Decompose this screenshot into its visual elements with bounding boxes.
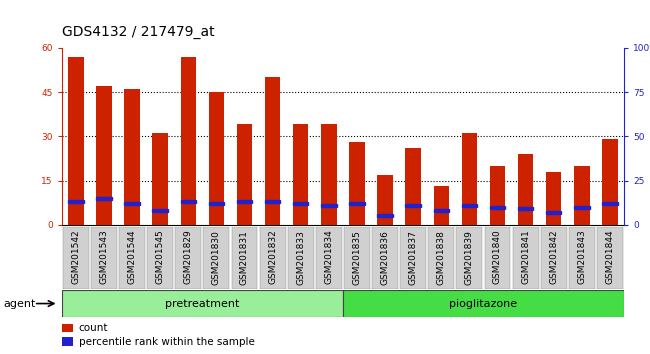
Bar <box>124 89 140 225</box>
Bar <box>293 202 309 205</box>
Text: GSM201835: GSM201835 <box>352 230 361 285</box>
Bar <box>489 166 505 225</box>
Text: GSM201837: GSM201837 <box>409 230 418 285</box>
Bar <box>321 125 337 225</box>
Text: GSM201545: GSM201545 <box>155 230 164 284</box>
Bar <box>96 86 112 225</box>
Bar <box>406 148 421 225</box>
Bar <box>349 202 365 205</box>
Bar <box>428 227 454 289</box>
Text: GSM201830: GSM201830 <box>212 230 221 285</box>
Bar <box>343 290 624 317</box>
Bar <box>62 324 73 332</box>
Bar <box>574 206 590 209</box>
Text: GSM201543: GSM201543 <box>99 230 109 284</box>
Text: GSM201843: GSM201843 <box>577 230 586 284</box>
Text: GSM201840: GSM201840 <box>493 230 502 284</box>
Bar <box>462 133 477 225</box>
Text: GSM201544: GSM201544 <box>127 230 136 284</box>
Bar <box>152 133 168 225</box>
Bar <box>176 227 202 289</box>
Bar <box>237 200 252 203</box>
Bar <box>119 227 145 289</box>
Bar <box>209 202 224 205</box>
Bar <box>569 227 595 289</box>
Bar <box>62 337 73 346</box>
Bar <box>63 227 89 289</box>
Text: GSM201829: GSM201829 <box>184 230 193 284</box>
Bar <box>400 227 426 289</box>
Bar <box>434 209 449 212</box>
Bar <box>434 187 449 225</box>
Bar <box>265 77 280 225</box>
Bar <box>231 227 257 289</box>
Text: GSM201838: GSM201838 <box>437 230 446 285</box>
Bar <box>546 172 562 225</box>
Text: GSM201833: GSM201833 <box>296 230 306 285</box>
Bar <box>377 175 393 225</box>
Bar <box>344 227 370 289</box>
Text: GSM201831: GSM201831 <box>240 230 249 285</box>
Bar <box>321 204 337 207</box>
Bar <box>406 204 421 207</box>
Text: GSM201832: GSM201832 <box>268 230 277 284</box>
Bar <box>91 227 117 289</box>
Bar <box>68 57 84 225</box>
Text: count: count <box>79 323 108 333</box>
Bar <box>546 211 562 214</box>
Text: agent: agent <box>3 298 36 309</box>
Bar <box>152 209 168 212</box>
Bar <box>541 227 567 289</box>
Text: GSM201839: GSM201839 <box>465 230 474 285</box>
Text: GDS4132 / 217479_at: GDS4132 / 217479_at <box>62 25 214 39</box>
Bar <box>209 92 224 225</box>
Text: GSM201542: GSM201542 <box>72 230 81 284</box>
Text: GSM201836: GSM201836 <box>380 230 389 285</box>
Bar <box>513 227 539 289</box>
Bar <box>602 202 617 205</box>
Bar <box>462 204 477 207</box>
Bar <box>62 290 343 317</box>
Bar <box>237 125 252 225</box>
Bar <box>316 227 342 289</box>
Bar <box>518 154 534 225</box>
Bar <box>288 227 314 289</box>
Text: GSM201842: GSM201842 <box>549 230 558 284</box>
Bar <box>349 142 365 225</box>
Bar <box>293 125 309 225</box>
Text: pretreatment: pretreatment <box>165 298 239 309</box>
Bar <box>181 57 196 225</box>
Bar <box>259 227 285 289</box>
Bar <box>96 197 112 200</box>
Bar <box>484 227 510 289</box>
Bar <box>147 227 173 289</box>
Bar <box>181 200 196 203</box>
Text: GSM201841: GSM201841 <box>521 230 530 284</box>
Bar <box>574 166 590 225</box>
Text: GSM201844: GSM201844 <box>605 230 614 284</box>
Bar <box>489 206 505 209</box>
Bar <box>372 227 398 289</box>
Bar <box>602 139 617 225</box>
Bar <box>265 200 280 203</box>
Text: percentile rank within the sample: percentile rank within the sample <box>79 337 255 347</box>
Bar <box>518 207 534 210</box>
Bar <box>456 227 482 289</box>
Text: GSM201834: GSM201834 <box>324 230 333 284</box>
Text: pioglitazone: pioglitazone <box>449 298 517 309</box>
Bar <box>597 227 623 289</box>
Bar <box>377 215 393 217</box>
Bar <box>68 200 84 203</box>
Bar <box>203 227 229 289</box>
Bar <box>124 202 140 205</box>
